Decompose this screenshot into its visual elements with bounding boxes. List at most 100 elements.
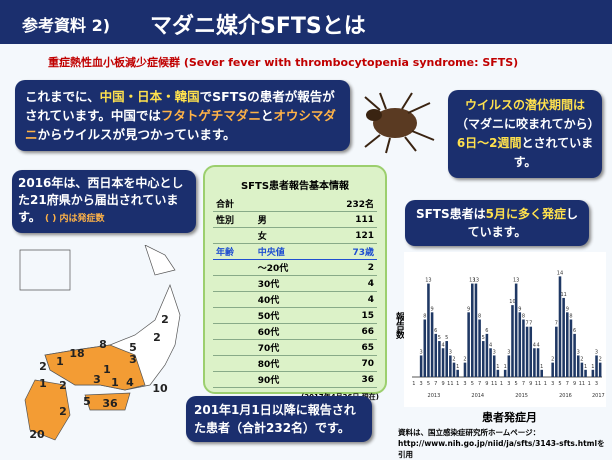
bar	[503, 369, 507, 377]
bar	[595, 355, 598, 377]
year-label: 2017	[592, 393, 605, 399]
map-label: 1	[103, 363, 111, 376]
text-segment: からウイルスが見つかっています。	[37, 127, 236, 142]
bar-label: 9	[467, 306, 470, 312]
bar-label: 9	[431, 306, 434, 312]
source-url: http://www.nih.go.jp/niid/ja/sfts/3143-s…	[398, 439, 598, 448]
bar	[555, 326, 558, 377]
info-table: 合計 232名 性別男 111 女 121 年齢 中央値 73歳 ～20代 2 30代 4 40代 4 50代…	[213, 196, 377, 388]
bar-label: 2	[580, 357, 583, 363]
bar-label: 3	[420, 349, 423, 355]
table-cell: 15	[318, 307, 377, 324]
x-tick-label: 11	[579, 381, 585, 387]
bar-label: 13	[473, 278, 479, 284]
x-tick-label: 5	[515, 381, 518, 387]
map-label: 8	[99, 338, 107, 351]
table-cell	[213, 355, 255, 372]
tick-body	[373, 108, 417, 138]
bar-label: 2	[599, 357, 602, 363]
bar	[591, 369, 595, 377]
bar-label: 13	[513, 278, 519, 284]
x-tick-label: 7	[522, 381, 525, 387]
table-cell: 男	[254, 211, 319, 228]
bar	[536, 348, 540, 377]
bar	[485, 333, 489, 377]
bar	[489, 348, 492, 377]
x-tick-label: 1	[456, 381, 459, 387]
table-cell	[213, 275, 255, 292]
bar	[511, 305, 514, 377]
bar-label: 1	[504, 364, 507, 370]
kyushu	[24, 379, 71, 441]
map-label: 5	[83, 395, 91, 408]
tick-legs	[364, 92, 435, 154]
table-cell	[213, 227, 255, 244]
map-label: 18	[69, 347, 84, 360]
tick-head	[366, 109, 382, 121]
bar-label: 3	[595, 349, 598, 355]
y-axis-label: 報告数	[394, 312, 404, 339]
bar-label: 6	[573, 328, 576, 334]
table-cell: 女	[254, 227, 319, 244]
x-tick-label: 3	[551, 381, 554, 387]
x-tick-label: 5	[471, 381, 474, 387]
bar-label: 14	[557, 270, 563, 276]
table-cell: 性別	[213, 211, 255, 228]
bar-label: 9	[566, 306, 569, 312]
map-label: 36	[102, 397, 118, 410]
table-cell	[213, 371, 255, 388]
source-text: 資料は、国立感染症研究所ホームページ：	[398, 428, 541, 437]
bar	[449, 355, 452, 377]
table-row: 30代 4	[213, 275, 377, 292]
x-tick-label: 7	[434, 381, 437, 387]
bar	[474, 283, 478, 377]
bar	[430, 312, 434, 377]
table-cell: 4	[318, 291, 377, 308]
table-row: 年齢 中央値 73歳	[213, 243, 377, 260]
bar	[522, 319, 525, 377]
text-segment: 中国・日本・韓国	[99, 89, 200, 104]
bar-label: 13	[469, 278, 475, 284]
table-row: 50代 15	[213, 307, 377, 324]
table-row: 60代 66	[213, 323, 377, 340]
table-row: 女 121	[213, 227, 377, 244]
bar-label: 10	[509, 299, 515, 305]
table-cell	[254, 196, 319, 212]
map-label: 3	[129, 353, 137, 366]
map-label: 2	[153, 331, 161, 344]
text-segment: しています。	[467, 207, 579, 239]
map-label: 3	[93, 373, 101, 386]
bar	[551, 362, 554, 377]
table-note: 201年1月1日以降に報告された患者（合計232名）です。	[186, 396, 372, 442]
x-tick-label: 5	[558, 381, 561, 387]
bar	[423, 319, 427, 377]
table-row: 性別男 111	[213, 211, 377, 228]
year-label: 2013	[428, 393, 441, 399]
bar-label: 2	[551, 357, 554, 363]
table-cell: 70代	[254, 339, 319, 356]
bar-label: 2	[463, 357, 466, 363]
honshu-west	[44, 344, 146, 391]
text-segment: とされています。	[513, 136, 594, 169]
incubation-box: ウイルスの潜伏期間は （マダニに咬まれてから） 6日〜2週間とされています。	[448, 90, 602, 178]
bar	[562, 297, 565, 377]
bar	[573, 333, 576, 377]
bar-label: 9	[518, 306, 521, 312]
x-tick-label: 7	[478, 381, 481, 387]
bar-label: 13	[425, 278, 431, 284]
map-label: 1	[39, 377, 47, 390]
bar-label: 3	[449, 349, 452, 355]
bar	[481, 341, 485, 377]
bar-label: 1	[540, 364, 543, 370]
bar-label: 3	[507, 349, 510, 355]
map-label: 2	[59, 405, 67, 418]
bar	[467, 312, 470, 377]
hokkaido	[144, 245, 176, 276]
table-cell: 90代	[254, 371, 319, 388]
x-tick-label: 9	[441, 381, 444, 387]
x-axis-label: 患者発症月	[482, 411, 537, 424]
chart-note-box: SFTS患者は5月に多く発症しています。	[405, 200, 589, 246]
year-label: 2015	[515, 393, 528, 399]
